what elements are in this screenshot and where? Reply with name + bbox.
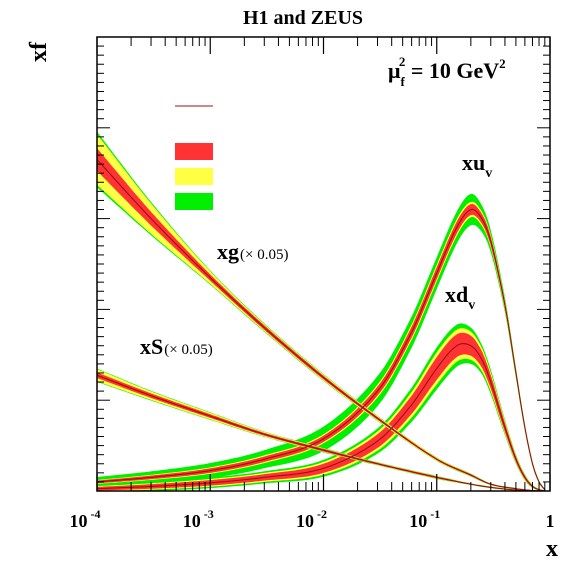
central-line-xs-0-05: [96, 374, 545, 492]
central-lines: [96, 159, 546, 492]
central-line-xu-v: [96, 208, 546, 490]
scale-annotation: μf2 = 10 GeV2: [388, 54, 506, 89]
x-tick-label: 10 -1: [409, 507, 440, 531]
x-tick-label: 10 -4: [70, 507, 101, 531]
band-experimental-xd-v: [97, 332, 545, 491]
scale-label: μf2 = 10 GeV2: [388, 54, 506, 89]
curve-label: xuv: [462, 150, 492, 181]
legend-swatch-parameterisation: [175, 193, 213, 210]
uncertainty-bands: [97, 131, 545, 492]
plot-frame: [96, 36, 551, 492]
x-tick-label: 1: [546, 511, 555, 531]
central-line-xd-v: [96, 343, 545, 492]
axis-ticks: 10 -4 10 -3 10 -2 10 -1 1: [70, 36, 555, 531]
legend-swatch-experimental: [175, 143, 213, 160]
y-axis-title: xf: [26, 41, 52, 62]
curve-labels: xuv xdv xg(× 0.05) xS(× 0.05): [140, 150, 492, 359]
legend: [175, 105, 213, 210]
x-tick-label: 10 -2: [296, 507, 327, 531]
curve-label: xS(× 0.05): [140, 334, 213, 359]
legend-swatch-model: [175, 168, 213, 185]
x-tick-label: 10 -3: [183, 507, 214, 531]
curve-label: xdv: [445, 282, 475, 313]
chart-title: H1 and ZEUS: [243, 7, 363, 29]
curve-label: xg(× 0.05): [217, 239, 288, 264]
band-parameterisation-xu-v: [97, 193, 545, 491]
central-line-xg-0-05: [96, 159, 545, 492]
x-axis-title: x: [546, 536, 558, 562]
